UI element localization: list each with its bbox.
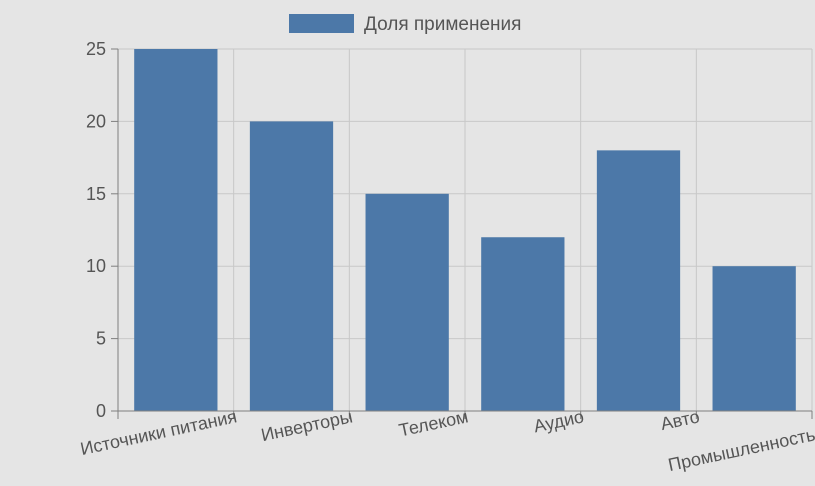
- bar: [249, 121, 334, 412]
- axes: [111, 48, 813, 419]
- legend-swatch: [289, 14, 354, 33]
- bar: [712, 266, 796, 411]
- legend-label: Доля применения: [364, 14, 521, 35]
- y-tick-label: 20: [86, 111, 106, 131]
- bar: [134, 49, 218, 411]
- x-tick-label: Инверторы: [259, 406, 354, 445]
- bar: [596, 150, 681, 412]
- y-tick-label: 25: [86, 39, 106, 59]
- y-tick-label: 0: [96, 401, 106, 421]
- y-tick-label: 10: [86, 256, 106, 276]
- legend: Доля применения: [289, 14, 521, 35]
- bars: [134, 49, 796, 412]
- y-tick-label: 15: [86, 184, 106, 204]
- bar: [481, 237, 565, 411]
- grid-lines: [117, 48, 813, 412]
- bar: [365, 193, 449, 411]
- y-tick-label: 5: [96, 329, 106, 349]
- x-tick-label: Промышленность: [666, 424, 815, 475]
- x-tick-labels: Источники питания Инверторы Телеком Аудио Ав…: [78, 406, 815, 475]
- y-tick-labels: 0 5 10 15 20 25: [86, 39, 106, 421]
